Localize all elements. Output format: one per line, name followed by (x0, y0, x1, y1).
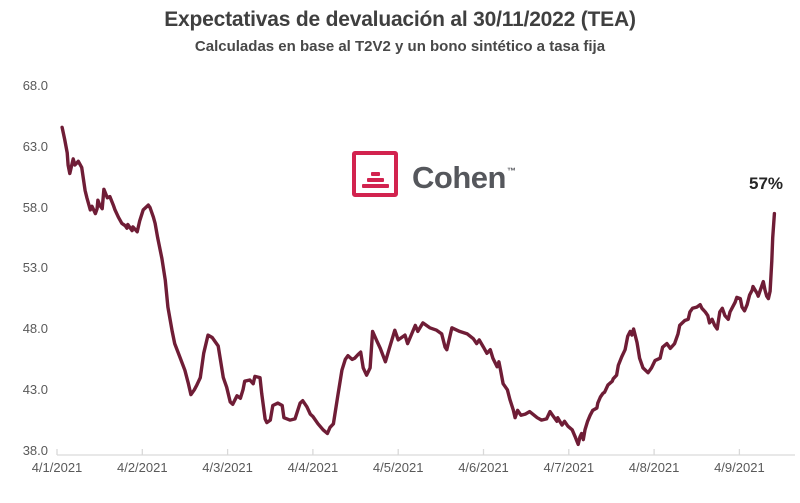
y-tick-label: 63.0 (22, 138, 48, 154)
x-tick-label: 4/6/2021 (458, 460, 509, 475)
trademark-symbol: ™ (506, 165, 516, 176)
chart-subtitle: Calculadas en base al T2V2 y un bono sin… (194, 38, 606, 55)
y-tick-label: 48.0 (22, 321, 48, 336)
cohen-pyramid-icon (352, 151, 398, 197)
y-tick-label: 58.0 (22, 199, 48, 215)
x-tick-label: 4/5/2021 (372, 460, 424, 475)
x-tick-label: 4/3/2021 (202, 460, 253, 475)
last-value-label: 57% (748, 174, 784, 193)
x-tick-label: 4/8/2021 (628, 460, 680, 475)
tea-devaluation-line (60, 125, 777, 447)
y-tick-label: 38.0 (22, 442, 48, 458)
x-tick-label: 4/2/2021 (116, 460, 168, 475)
x-tick-label: 4/1/2021 (31, 460, 83, 475)
cohen-watermark: Cohen™ (352, 151, 516, 197)
cohen-brand-text: Cohen™ (412, 159, 516, 195)
x-tick-label: 4/7/2021 (543, 460, 595, 475)
chart-title: Expectativas de devaluación al 30/11/202… (164, 8, 636, 31)
x-tick-label: 4/4/2021 (287, 460, 339, 475)
y-tick-label: 43.0 (22, 381, 48, 397)
y-tick-label: 53.0 (22, 260, 48, 276)
x-tick-label: 4/9/2021 (714, 460, 765, 475)
y-tick-label: 68.0 (22, 78, 48, 93)
